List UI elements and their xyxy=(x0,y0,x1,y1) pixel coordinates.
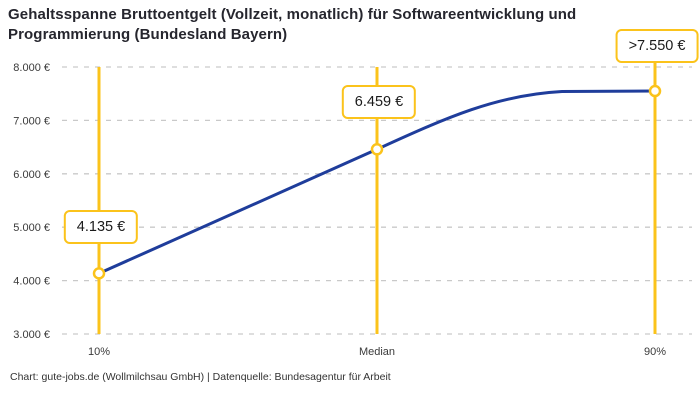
data-point-marker xyxy=(370,143,384,156)
point-label-median: 6.459 € xyxy=(341,85,417,119)
y-axis-tick-label: 8.000 € xyxy=(13,62,50,74)
salary-curve xyxy=(97,89,657,275)
point-label-10th-percentile: 4.135 € xyxy=(63,210,139,244)
chart-title: Gehaltsspanne Bruttoentgelt (Vollzeit, m… xyxy=(8,6,577,43)
y-axis-tick-label: 5.000 € xyxy=(13,222,50,234)
y-axis-tick-label: 4.000 € xyxy=(13,276,50,288)
y-axis-tick-label: 7.000 € xyxy=(13,115,50,127)
x-axis-label-90th-percentile: 90% xyxy=(643,346,667,358)
data-point-marker xyxy=(92,267,106,280)
y-axis-tick-label: 6.000 € xyxy=(13,169,50,181)
y-axis-tick-label: 3.000 € xyxy=(13,329,50,341)
x-axis-label-10th-percentile: 10% xyxy=(87,346,111,358)
chart-source-footer: Chart: gute-jobs.de (Wollmilchsau GmbH) … xyxy=(10,371,391,383)
data-point-marker xyxy=(648,84,662,98)
point-label-90th-percentile: >7.550 € xyxy=(615,29,699,63)
x-axis-label-median: Median xyxy=(358,346,396,358)
